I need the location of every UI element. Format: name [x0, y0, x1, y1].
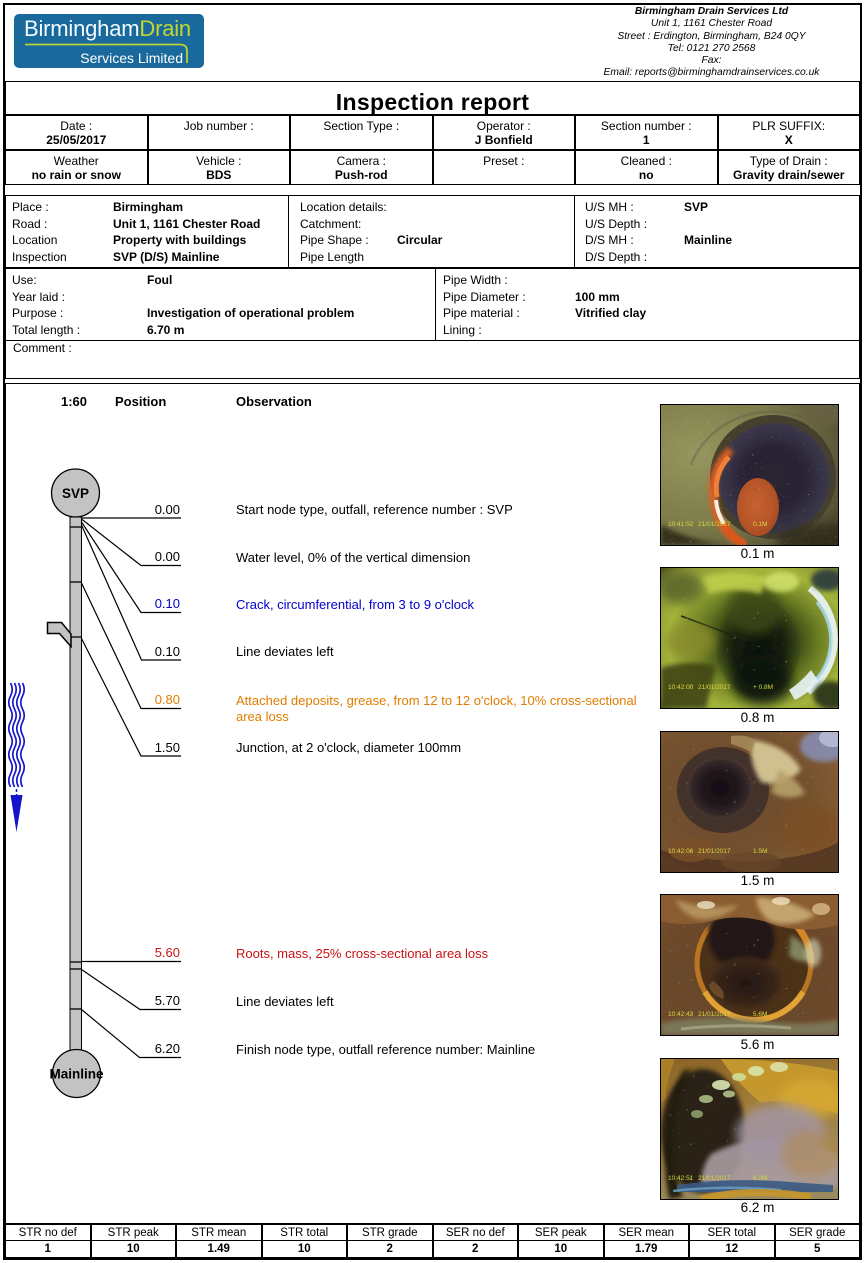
svg-text:10:41:52: 10:41:52	[668, 521, 694, 528]
svg-text:0.1M: 0.1M	[753, 521, 767, 528]
svg-text:21/01/2017: 21/01/2017	[698, 1175, 731, 1182]
svg-text:Mainline: Mainline	[49, 1067, 103, 1082]
svg-text:6.2M: 6.2M	[753, 1175, 767, 1182]
svg-text:SVP: SVP	[62, 486, 89, 501]
svg-text:21/01/2017: 21/01/2017	[698, 1011, 731, 1018]
svg-text:10:42:00: 10:42:00	[668, 684, 694, 691]
svg-text:10:42:51: 10:42:51	[668, 1175, 694, 1182]
svg-text:21/01/2017: 21/01/2017	[698, 684, 731, 691]
svg-text:1.5M: 1.5M	[753, 848, 767, 855]
svg-text:21/01/2017: 21/01/2017	[698, 848, 731, 855]
svg-text:10:42:43: 10:42:43	[668, 1011, 694, 1018]
svg-text:10:42:06: 10:42:06	[668, 848, 694, 855]
svg-text:21/01/2017: 21/01/2017	[698, 521, 731, 528]
svg-text:+ 0.8M: + 0.8M	[753, 684, 773, 691]
svg-text:5.6M: 5.6M	[753, 1011, 767, 1018]
